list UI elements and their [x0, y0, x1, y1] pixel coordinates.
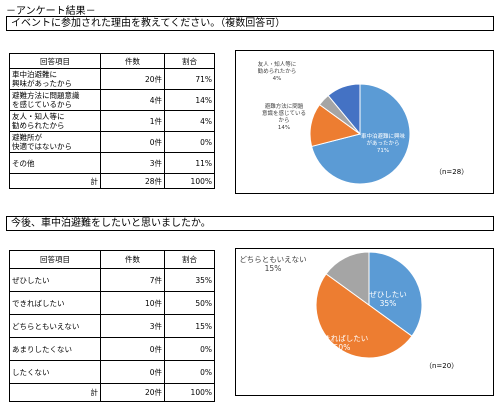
row-count: 3件 [100, 314, 165, 338]
slice-label: ぜひしたい [369, 290, 407, 299]
table-row: 車中泊避難に 興味があったから 20件 71% [9, 68, 215, 90]
row-label: 友人・知人等に 勧められたから [9, 110, 101, 132]
row-count: 0件 [100, 337, 165, 361]
row-label: したくない [9, 360, 101, 384]
q2-n-label: （n=20） [425, 362, 459, 370]
question-1-header: イベントに参加された理由を教えてください。（複数回答可） [6, 16, 494, 31]
row-percent: 0% [164, 360, 215, 384]
total-count: 20件 [100, 383, 165, 402]
slice-percent-label: 50% [334, 343, 351, 352]
row-label: その他 [9, 152, 101, 174]
row-count: 4件 [100, 89, 165, 111]
table-header-row: 回答項目 件数 割合 [9, 250, 215, 269]
slice-label: 友人・知人等に勧められたから [258, 60, 297, 75]
row-percent: 71% [164, 68, 215, 90]
slice-percent-label: 14% [278, 125, 290, 131]
pie-slice [368, 251, 423, 337]
q1-results-table: 回答項目 件数 割合 車中泊避難に 興味があったから 20件 71% 避難方法に問題意識 を感じ… [9, 53, 215, 189]
column-header: 割合 [164, 53, 215, 69]
total-label: 計 [9, 173, 101, 189]
row-percent: 4% [164, 110, 215, 132]
total-percent: 100% [164, 383, 215, 402]
pie-slice [327, 83, 361, 136]
page-title: －アンケート結果－ [6, 6, 96, 17]
column-header: 回答項目 [9, 53, 101, 69]
row-label: できればしたい [9, 291, 101, 315]
row-label: 車中泊避難に 興味があったから [9, 68, 101, 90]
table-row: どちらともいえない 3件 15% [9, 314, 215, 338]
table-row: あまりしたくない 0件 0% [9, 337, 215, 361]
slice-percent-label: 71% [377, 148, 389, 154]
row-count: 0件 [100, 131, 165, 153]
table-total-row: 計 20件 100% [9, 383, 215, 402]
table-row: 友人・知人等に 勧められたから 1件 4% [9, 110, 215, 132]
table-row: ぜひしたい 7件 35% [9, 268, 215, 292]
table-row: 避難方法に問題意識 を感じているから 4件 14% [9, 89, 215, 111]
row-label: 避難方法に問題意識 を感じているから [9, 89, 101, 111]
row-percent: 11% [164, 152, 215, 174]
q1-n-label: （n=28） [435, 168, 469, 176]
slice-label: 避難方法に問題意識を感じているから [262, 102, 306, 124]
table-row: その他 3件 11% [9, 152, 215, 174]
row-percent: 0% [164, 337, 215, 361]
table-row: できればしたい 10件 50% [9, 291, 215, 315]
slice-percent-label: 15% [265, 264, 282, 273]
column-header: 割合 [164, 250, 215, 269]
slice-label: どちらともいえない [239, 255, 306, 264]
q1-pie-chart: 車中泊避難に興味があったから 71% 避難方法に問題意識を感じているから 14% 友人・… [235, 50, 494, 194]
row-label: 避難所が 快適ではないから [9, 131, 101, 153]
row-percent: 14% [164, 89, 215, 111]
row-count: 7件 [100, 268, 165, 292]
slice-percent-label: 11% [333, 79, 345, 85]
slice-percent-label: 4% [273, 76, 282, 82]
total-count: 28件 [100, 173, 165, 189]
row-percent: 50% [164, 291, 215, 315]
table-row: 避難所が 快適ではないから 0件 0% [9, 131, 215, 153]
q2-pie-chart: ぜひしたい 35% できればしたい 50% どちらともいえない 15% （n=20） [235, 248, 494, 396]
slice-label: 車中泊避難に興味があったから [361, 132, 406, 147]
slice-label: できればしたい [316, 334, 369, 343]
row-label: あまりしたくない [9, 337, 101, 361]
slice-percent-label: 35% [380, 299, 397, 308]
row-count: 20件 [100, 68, 165, 90]
row-label: どちらともいえない [9, 314, 101, 338]
total-label: 計 [9, 383, 101, 402]
row-percent: 0% [164, 131, 215, 153]
column-header: 件数 [100, 53, 165, 69]
column-header: 回答項目 [9, 250, 101, 269]
row-percent: 15% [164, 314, 215, 338]
q2-results-table: 回答項目 件数 割合 ぜひしたい 7件 35% できればしたい 10件 50% どちらともいえない… [9, 250, 215, 402]
row-label: ぜひしたい [9, 268, 101, 292]
row-percent: 35% [164, 268, 215, 292]
pie-slice [315, 273, 413, 359]
row-count: 1件 [100, 110, 165, 132]
row-count: 3件 [100, 152, 165, 174]
question-2-header: 今後、車中泊避難をしたいと思いましたか。 [6, 216, 494, 231]
total-percent: 100% [164, 173, 215, 189]
row-count: 10件 [100, 291, 165, 315]
table-header-row: 回答項目 件数 割合 [9, 53, 215, 69]
row-count: 0件 [100, 360, 165, 384]
table-row: したくない 0件 0% [9, 360, 215, 384]
column-header: 件数 [100, 250, 165, 269]
table-total-row: 計 28件 100% [9, 173, 215, 189]
slice-label: その他 [331, 70, 348, 78]
pie-slice [325, 251, 370, 306]
